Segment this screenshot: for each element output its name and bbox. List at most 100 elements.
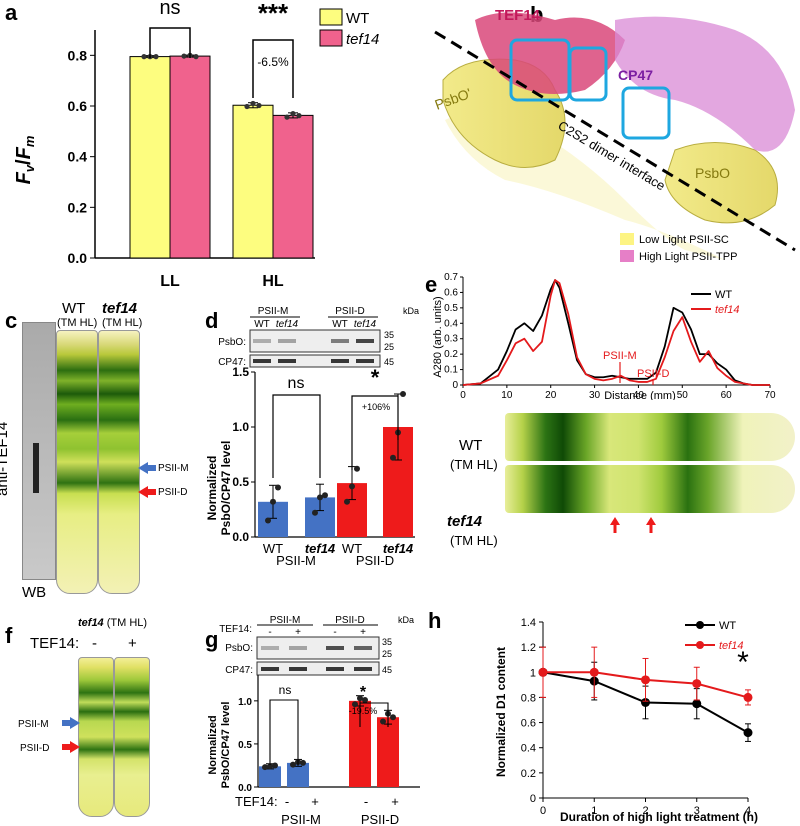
e-ytick-2: 0.2 <box>444 349 458 360</box>
e-xtick-3: 30 <box>589 390 601 400</box>
e-ytick-5: 0.5 <box>444 303 458 314</box>
g-sig-m: ns <box>279 683 292 697</box>
e-tube-tef14 <box>505 465 795 513</box>
g-ytick-0: 0.0 <box>238 783 252 794</box>
highlight-box-3 <box>621 86 671 140</box>
a-point-tef14-LL-2 <box>193 54 199 60</box>
g-kda: kDa <box>398 615 414 625</box>
psbo-right-shape <box>664 142 778 224</box>
d-point-1-1 <box>317 494 323 501</box>
d-xtick-1: tef14 <box>305 541 336 556</box>
dimer-interface-line <box>434 30 796 252</box>
panel-label-e: e <box>425 272 438 297</box>
d-brackets <box>272 394 399 478</box>
g-row-cp47: CP47: <box>225 665 253 676</box>
f-arrow-m-label: PSII-M <box>18 719 49 730</box>
d-kda-45: 45 <box>384 357 394 367</box>
a-point-WT-LL-0 <box>141 54 147 60</box>
h-point-tef14-3 <box>692 679 702 689</box>
a-ytick-4: 0.8 <box>68 47 88 63</box>
e-ytick-0: 0 <box>452 380 458 391</box>
e-ytick-3: 0.3 <box>444 334 458 345</box>
g-point-1-2 <box>300 759 306 766</box>
gBlot-cp47-band-0 <box>261 667 279 671</box>
h-ytick-7: 1.4 <box>521 617 536 629</box>
h-ytick-3: 0.6 <box>521 718 536 730</box>
highlight-box-2 <box>568 46 608 102</box>
e-xtick-5: 50 <box>677 390 689 400</box>
b-legend-swatch-low <box>620 233 634 245</box>
g-ytick-1: 0.5 <box>238 740 252 751</box>
g-point-2-1 <box>357 695 363 702</box>
g-sig-d: * <box>360 684 367 701</box>
c-tube-tef14 <box>98 330 140 594</box>
c-wt-cond: (TM HL) <box>57 317 98 329</box>
g-axis-sign-4: + <box>391 794 399 809</box>
g-sign-1: - <box>268 627 271 638</box>
h-point-WT-3 <box>692 699 702 709</box>
d-sig-d: * <box>371 365 380 390</box>
g-row-psbo: PsbO: <box>225 643 253 654</box>
e-tube-tef-cond: (TM HL) <box>450 533 498 548</box>
d-row-cp47: CP47: <box>218 357 246 368</box>
f-plus: + <box>128 635 137 652</box>
b-legend-low: Low Light PSII-SC <box>639 234 729 246</box>
h-ytick-4: 0.8 <box>521 692 536 704</box>
h-ytick-2: 0.4 <box>521 743 536 755</box>
a-ytick-1: 0.2 <box>68 199 88 215</box>
chart-g: TEF14: PSII-M PSII-D - + - + kDa PsbO: C… <box>207 615 420 826</box>
chart-a-legend-wt: WT <box>346 10 369 27</box>
d-kda-25: 25 <box>384 342 394 352</box>
a-point-WT-LL-2 <box>153 54 159 60</box>
gBlot-cp47-band-1 <box>289 667 307 671</box>
a-ytick-2: 0.4 <box>68 149 88 165</box>
d-point-3-0 <box>390 454 396 461</box>
d-sig-m: ns <box>288 375 305 392</box>
d-ylabel-2: PsbO/CP47 level <box>219 441 233 536</box>
h-point-tef14-4 <box>743 692 753 702</box>
h-legend-wt: WT <box>719 620 736 632</box>
panel-f: tef14 (TM HL) TEF14: - + PSII-M PSII-D <box>0 615 200 826</box>
panel-label-f: f <box>5 623 13 648</box>
d-point-1-0 <box>312 509 318 516</box>
h-ytick-5: 1 <box>530 667 536 679</box>
d-lane-4: tef14 <box>354 319 377 330</box>
g-point-2-0 <box>352 701 358 708</box>
g-kda-45: 45 <box>382 665 392 675</box>
e-legend-tef14: tef14 <box>715 304 739 316</box>
chart-e: 0 0.1 0.2 0.3 0.4 0.5 0.6 0.7 0 10 20 30 40 50 60 70 A2… <box>432 272 776 400</box>
a-xtick-LL: LL <box>160 273 180 290</box>
panel-c: anti-TEF14 WB WT (TM HL) tef14 (TM HL) P… <box>0 300 200 601</box>
e-xlabel: Distance (mm) <box>604 390 676 400</box>
a-xtick-HL: HL <box>262 273 284 290</box>
h-xlabel: Duration of high light treatment (h) <box>560 810 758 824</box>
panel-label-g: g <box>205 627 219 652</box>
chart-a-sig-ll: ns <box>159 0 180 19</box>
d-point-2-2 <box>354 465 360 472</box>
label-cp47: CP47 <box>618 67 653 83</box>
d-point-2-1 <box>349 483 355 490</box>
d-ytick-2: 1.0 <box>232 420 249 434</box>
g-point-2-2 <box>362 696 368 703</box>
g-axis-sign-2: + <box>311 794 319 809</box>
h-xtick-0: 0 <box>540 805 546 817</box>
h-ytick-0: 0 <box>530 793 536 805</box>
d-lane-1: WT <box>254 319 270 330</box>
g-blot-group-d: PSII-D <box>335 615 364 626</box>
d-blot-cp47 <box>249 354 381 368</box>
dBlot-psbo-band-1 <box>278 339 296 343</box>
d-point-1-2 <box>322 492 328 499</box>
g-bar-1 <box>287 762 309 787</box>
a-bar-WT-LL <box>129 56 171 259</box>
g-axis-tef-label: TEF14: <box>235 794 278 809</box>
g-brackets <box>269 699 389 765</box>
gBlot-psbo-band-1 <box>289 646 307 650</box>
chart-a-legend-swatch-tef14 <box>319 29 343 47</box>
c-arrow-d-label: PSII-D <box>158 487 188 498</box>
e-xtick-2: 20 <box>545 390 557 400</box>
e-line-WT <box>462 279 770 386</box>
h-xtick-2: 2 <box>642 805 648 817</box>
d-kda-35: 35 <box>384 330 394 340</box>
d-point-0-1 <box>270 498 276 505</box>
f-minus: - <box>92 635 97 652</box>
